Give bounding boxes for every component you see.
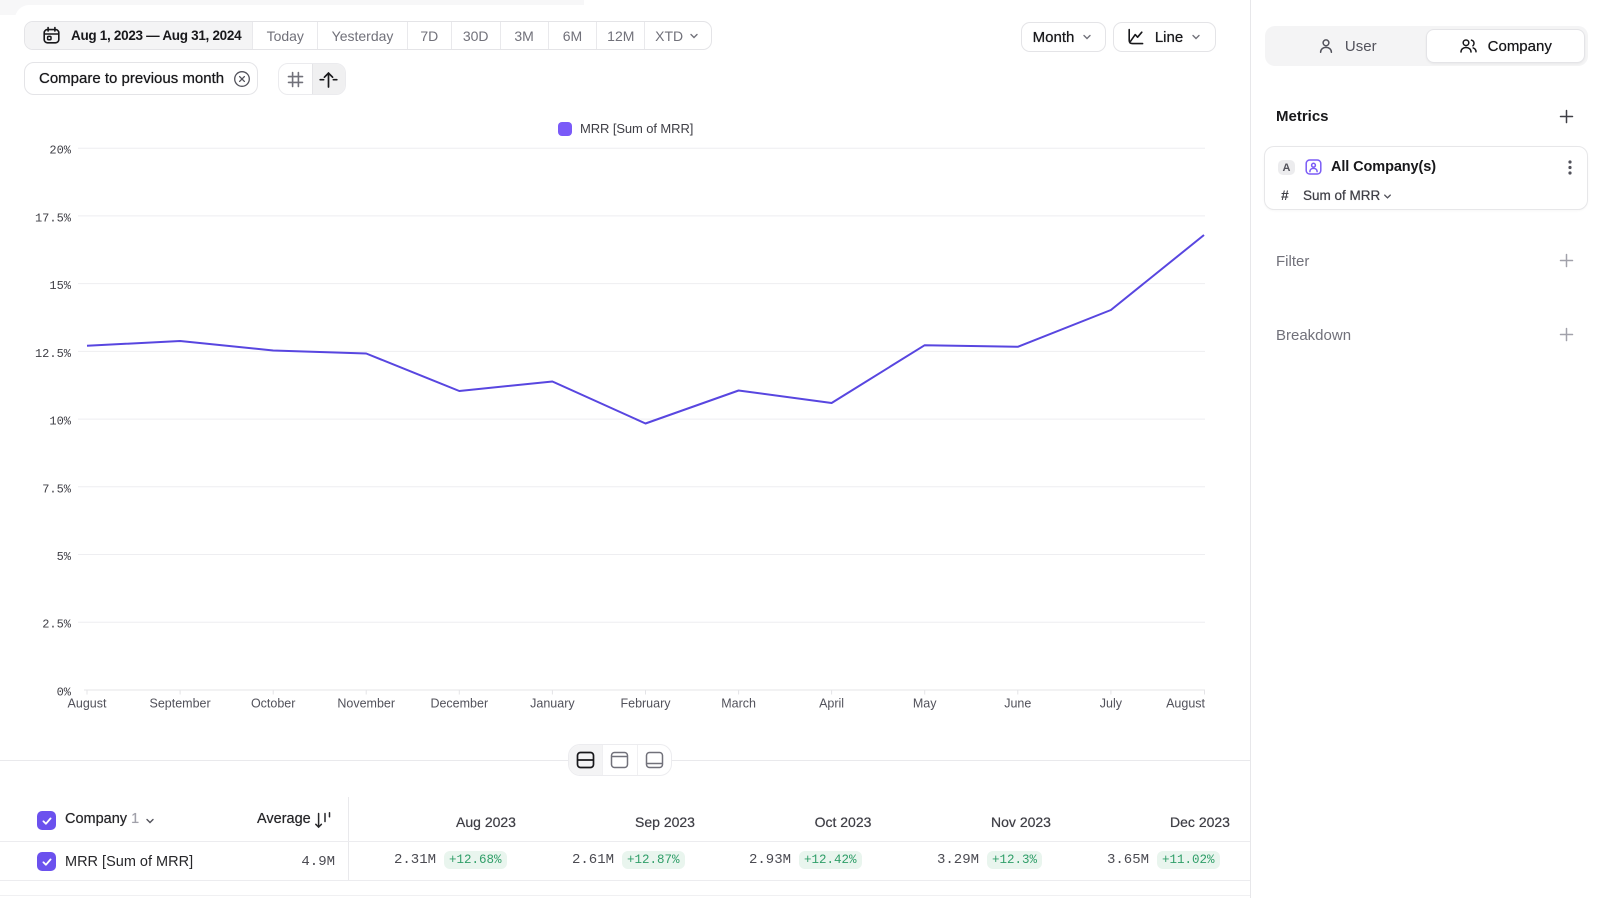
svg-text:15%: 15% (49, 279, 71, 293)
svg-text:October: October (251, 697, 295, 711)
svg-text:May: May (913, 697, 937, 711)
svg-text:July: July (1100, 697, 1123, 711)
svg-text:20%: 20% (49, 144, 71, 158)
svg-text:August: August (1166, 697, 1205, 711)
svg-text:January: January (530, 697, 575, 711)
svg-text:2.5%: 2.5% (42, 618, 72, 632)
svg-text:5%: 5% (57, 550, 72, 564)
svg-text:August: August (68, 697, 107, 711)
svg-text:17.5%: 17.5% (35, 211, 72, 225)
svg-text:March: March (721, 697, 756, 711)
svg-text:February: February (620, 697, 671, 711)
svg-text:7.5%: 7.5% (42, 482, 72, 496)
svg-text:November: November (337, 697, 395, 711)
svg-text:10%: 10% (49, 415, 71, 429)
svg-text:September: September (150, 697, 211, 711)
svg-text:12.5%: 12.5% (35, 347, 72, 361)
svg-text:0%: 0% (57, 686, 72, 700)
svg-text:April: April (819, 697, 844, 711)
svg-text:December: December (430, 697, 488, 711)
svg-text:June: June (1004, 697, 1031, 711)
